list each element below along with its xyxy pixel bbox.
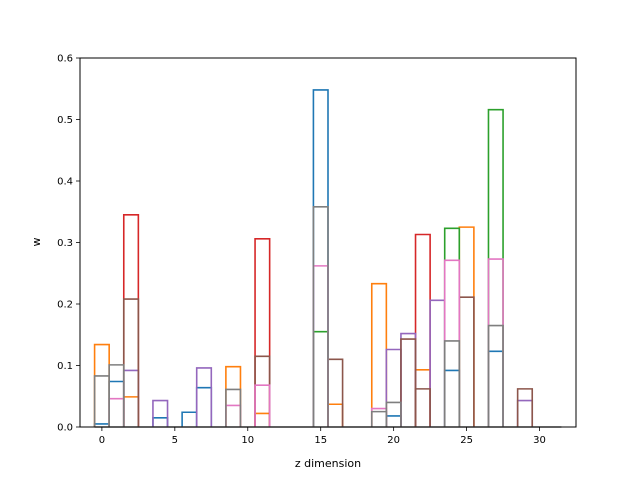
y-tick-label: 0.5 — [57, 115, 73, 126]
x-tick-label: 20 — [387, 435, 400, 446]
bar-series-6-z11 — [254, 384, 271, 427]
bar-series-7-z1 — [108, 364, 125, 427]
y-tick-label: 0.4 — [57, 177, 73, 188]
bar-series-5-z21 — [400, 338, 417, 427]
bar-series-4-z7 — [195, 367, 213, 427]
x-tick-label: 25 — [460, 435, 473, 446]
y-axis-ticks: 0.0 0.1 0.2 0.3 0.4 0.5 0.6 — [57, 54, 80, 434]
bar-series-5-z29 — [516, 388, 534, 427]
x-tick-label: 0 — [99, 435, 105, 446]
bar-series-4-z4 — [152, 399, 169, 427]
y-tick-label: 0.3 — [57, 238, 73, 249]
x-tick-label: 30 — [533, 435, 546, 446]
x-tick-label: 15 — [314, 435, 327, 446]
y-tick-label: 0.0 — [57, 423, 73, 434]
bars-layer — [93, 89, 562, 428]
bar-series-7-z24 — [443, 340, 461, 427]
y-tick-label: 0.6 — [57, 54, 73, 65]
x-axis-ticks: 0 5 10 15 20 25 30 — [99, 427, 546, 446]
bar-series-7-z27 — [487, 324, 504, 427]
bar-series-7-z20 — [385, 401, 402, 427]
x-tick-label: 10 — [241, 435, 254, 446]
bar-series-7-z15 — [312, 206, 329, 427]
y-axis-label: w — [30, 238, 43, 247]
y-tick-label: 0.2 — [57, 300, 73, 311]
x-tick-label: 5 — [172, 435, 178, 446]
bar-series-5-z2 — [122, 298, 140, 427]
bar-series-3-z11 — [254, 238, 271, 427]
bar-series-5-z22 — [414, 388, 431, 427]
x-axis-label: z dimension — [295, 457, 361, 470]
y-tick-label: 0.1 — [57, 361, 73, 372]
bar-series-7-z9 — [225, 388, 242, 427]
